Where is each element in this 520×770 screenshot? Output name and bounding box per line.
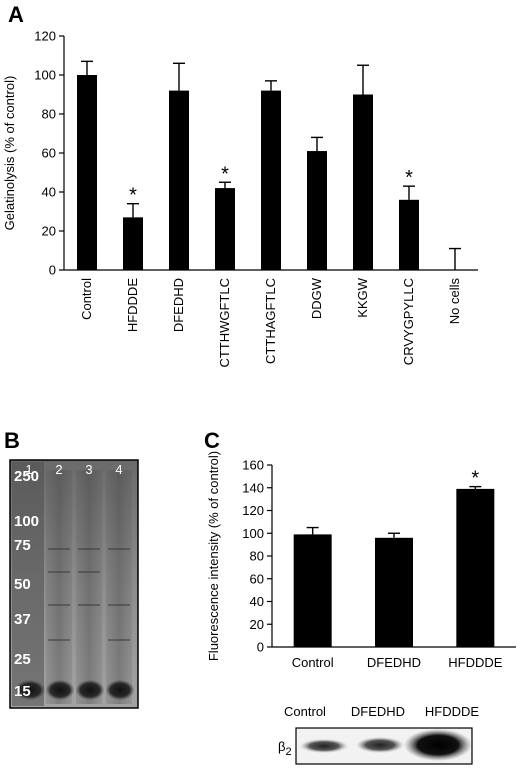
western-blot: Control DFEDHD HFDDDE β2 — [278, 704, 479, 765]
y-tick-label: 40 — [42, 185, 56, 200]
bar — [307, 151, 327, 270]
y-tick-label: 80 — [250, 549, 264, 564]
bar — [456, 488, 495, 647]
gel-marker-label: 100 — [14, 513, 39, 530]
gel-marker-label: 75 — [14, 537, 31, 554]
x-category-label: KKGW — [355, 277, 370, 317]
bar — [293, 534, 332, 647]
panel-label-b: B — [4, 428, 20, 453]
bar — [261, 90, 281, 270]
gel-lane-2-smear — [46, 470, 72, 704]
gel-marker-lane — [12, 462, 44, 706]
x-category-label: No cells — [447, 278, 462, 325]
gel-bands — [48, 548, 130, 641]
y-axis-title: Gelatinolysis (% of control) — [2, 76, 17, 231]
gel-image: 1 2 3 4 250 100 75 50 37 25 15 — [9, 459, 139, 709]
blot-lane-label: DFEDHD — [351, 704, 405, 719]
blot-band-hfddde — [404, 729, 472, 761]
y-tick-label: 100 — [242, 526, 264, 541]
gel-marker-label: 37 — [14, 611, 31, 628]
gel-front-lane-1 — [15, 680, 45, 700]
gel-lane-3-smear — [76, 470, 102, 704]
chart-c: 0 20 40 60 80 100 120 140 160 Fluorescence intens… — [206, 451, 516, 670]
significance-marker: * — [221, 163, 229, 185]
bar — [169, 90, 189, 270]
x-category-label: CTTHAGFTLC — [263, 278, 278, 364]
y-tick-label: 20 — [42, 224, 56, 239]
panel-label-c: C — [204, 428, 220, 453]
x-category-label: DDGW — [309, 277, 324, 319]
bar — [399, 199, 419, 270]
gel-lane-number: 4 — [115, 462, 122, 477]
bar — [215, 188, 235, 270]
gel-lane-number: 3 — [85, 462, 92, 477]
y-tick-label: 120 — [242, 503, 264, 518]
x-category-label: DFEDHD — [367, 655, 421, 670]
y-tick-label: 0 — [49, 263, 56, 278]
gel-front-lane-2 — [46, 680, 74, 700]
blot-band-dfedhd — [356, 737, 404, 753]
y-tick-label: 160 — [242, 458, 264, 473]
x-category-label: DFEDHD — [171, 278, 186, 332]
y-axis-title: Fluorescence intensity (% of control) — [206, 451, 221, 661]
gel-marker-label: 25 — [14, 651, 31, 668]
x-category-label: CTTHWGFTLC — [217, 278, 232, 368]
significance-marker: * — [129, 185, 137, 207]
y-tick-label: 120 — [34, 29, 56, 44]
x-category-label: HFDDDE — [448, 655, 502, 670]
gel-front-lane-3 — [76, 680, 104, 700]
y-tick-label: 0 — [257, 640, 264, 655]
significance-marker: * — [405, 167, 413, 189]
y-tick-label: 100 — [34, 68, 56, 83]
bar — [375, 537, 413, 647]
y-tick-label: 140 — [242, 480, 264, 495]
gel-marker-label: 50 — [14, 576, 31, 593]
bar — [77, 75, 97, 270]
gel-lane-4-smear — [106, 470, 132, 704]
y-tick-label: 80 — [42, 107, 56, 122]
x-category-label: CRVYGPYLLC — [401, 278, 416, 365]
y-tick-label: 20 — [250, 617, 264, 632]
gel-lane-number: 1 — [25, 462, 32, 477]
bar — [353, 94, 373, 270]
x-category-label: HFDDDE — [125, 278, 140, 332]
y-tick-label: 60 — [250, 571, 264, 586]
x-category-label: Control — [292, 655, 334, 670]
blot-label: β2 — [278, 739, 292, 758]
gel-lane-number: 2 — [55, 462, 62, 477]
gel-marker-label: 250 — [14, 468, 39, 485]
x-category-label: Control — [79, 278, 94, 320]
chart-a: 0 20 40 60 80 100 120 Gelatinolysis (% of contr… — [2, 29, 478, 368]
bar — [123, 217, 143, 270]
panel-label-a: A — [8, 2, 24, 27]
blot-band-control — [300, 739, 348, 753]
y-tick-label: 40 — [250, 594, 264, 609]
y-tick-label: 60 — [42, 146, 56, 161]
blot-lane-label: HFDDDE — [425, 704, 479, 719]
significance-marker: * — [471, 468, 479, 490]
gel-marker-label: 15 — [14, 683, 31, 700]
gel-front-lane-4 — [106, 680, 134, 700]
blot-lane-label: Control — [284, 704, 326, 719]
